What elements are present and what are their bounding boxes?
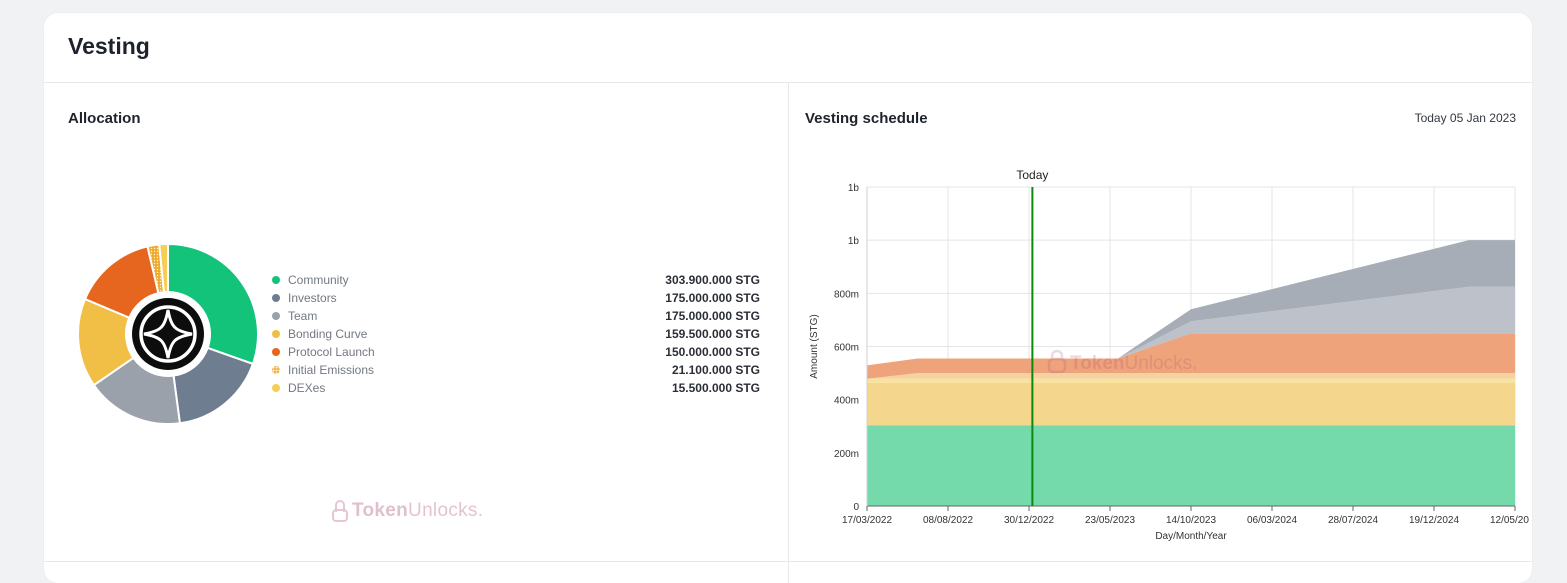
legend-value: 303.900.000 STG [665, 273, 760, 287]
legend-label: Bonding Curve [288, 327, 368, 341]
x-tick-label: 12/05/2025 [1490, 515, 1529, 526]
legend-value: 159.500.000 STG [665, 327, 760, 341]
legend-label: Investors [288, 291, 337, 305]
legend-item-dexes[interactable]: DEXes 15.500.000 STG [272, 380, 760, 398]
area-series-bonding-curve[interactable] [867, 382, 1515, 426]
x-tick-label: 08/08/2022 [923, 515, 973, 526]
legend-swatch [272, 348, 280, 356]
legend-item-community[interactable]: Community 303.900.000 STG [272, 272, 760, 290]
area-series-team[interactable] [867, 286, 1515, 366]
y-tick-label: 200m [834, 449, 859, 460]
x-axis-title: Day/Month/Year [1155, 531, 1227, 542]
legend-swatch [272, 294, 280, 302]
legend-swatch [272, 312, 280, 320]
x-tick-label: 23/05/2023 [1085, 515, 1135, 526]
allocation-donut-chart [77, 242, 259, 425]
legend-value: 21.100.000 STG [671, 363, 760, 377]
legend-value: 175.000.000 STG [665, 309, 760, 323]
today-date: Today 05 Jan 2023 [1414, 111, 1516, 125]
legend-label: Initial Emissions [288, 363, 375, 377]
y-tick-label: 400m [834, 396, 859, 407]
area-series-initial-emissions[interactable] [867, 373, 1515, 379]
legend-label: Team [288, 309, 318, 323]
area-series-community[interactable] [867, 425, 1515, 506]
x-tick-label: 06/03/2024 [1247, 515, 1297, 526]
legend-item-team[interactable]: Team 175.000.000 STG [272, 308, 760, 326]
lock-icon [1047, 349, 1067, 374]
allocation-title: Allocation [68, 110, 141, 127]
y-tick-label: 1b [848, 236, 860, 247]
x-tick-label: 28/07/2024 [1328, 515, 1378, 526]
legend-item-initial-emissions[interactable]: Initial Emissions 21.100.000 STG [272, 362, 760, 380]
legend-value: 15.500.000 STG [671, 381, 760, 395]
legend-swatch [272, 384, 280, 392]
area-series-investors[interactable] [867, 240, 1515, 366]
page-title: Vesting [68, 33, 150, 59]
y-tick-label: 1b [848, 183, 860, 194]
legend-swatch [272, 366, 280, 374]
y-tick-label: 0 [853, 502, 859, 513]
x-tick-label: 30/12/2022 [1004, 515, 1054, 526]
y-tick-label: 800m [834, 289, 859, 300]
legend-label: Community [288, 273, 349, 287]
vesting-schedule-title: Vesting schedule [805, 110, 928, 127]
legend-value: 175.000.000 STG [665, 291, 760, 305]
area-series-protocol-launch[interactable] [867, 333, 1515, 379]
stargate-logo-icon [132, 298, 204, 370]
legend-item-bonding-curve[interactable]: Bonding Curve 159.500.000 STG [272, 326, 760, 344]
legend-label: Protocol Launch [288, 345, 375, 359]
legend-value: 150.000.000 STG [665, 345, 760, 359]
bottom-divider [44, 561, 1532, 562]
legend-item-protocol-launch[interactable]: Protocol Launch 150.000.000 STG [272, 344, 760, 362]
panel-divider [788, 83, 789, 583]
vesting-card: Vesting Allocation Community 303.900.000 … [44, 13, 1532, 583]
legend-label: DEXes [288, 381, 326, 395]
legend-swatch [272, 276, 280, 284]
tokenunlocks-watermark: TokenUnlocks. [332, 500, 483, 522]
vesting-schedule-chart: TokenUnlocks. 0 200m 400m 600m 800m 1b 1b 17/03… [809, 168, 1529, 542]
x-tick-label: 14/10/2023 [1166, 515, 1216, 526]
today-marker-label: Today [1016, 168, 1048, 182]
area-series-dexes[interactable] [867, 378, 1515, 383]
x-tick-label: 19/12/2024 [1409, 515, 1459, 526]
watermark-text: TokenUnlocks. [352, 500, 484, 521]
lock-icon [332, 500, 348, 522]
chart-watermark-text: TokenUnlocks. [1070, 353, 1197, 374]
legend-swatch [272, 330, 280, 338]
y-axis-title: Amount (STG) [809, 314, 820, 378]
y-tick-label: 600m [834, 343, 859, 354]
legend-item-investors[interactable]: Investors 175.000.000 STG [272, 290, 760, 308]
header-divider [44, 82, 1532, 83]
allocation-legend: Community 303.900.000 STG Investors 175.000… [272, 272, 760, 398]
x-tick-label: 17/03/2022 [842, 515, 892, 526]
